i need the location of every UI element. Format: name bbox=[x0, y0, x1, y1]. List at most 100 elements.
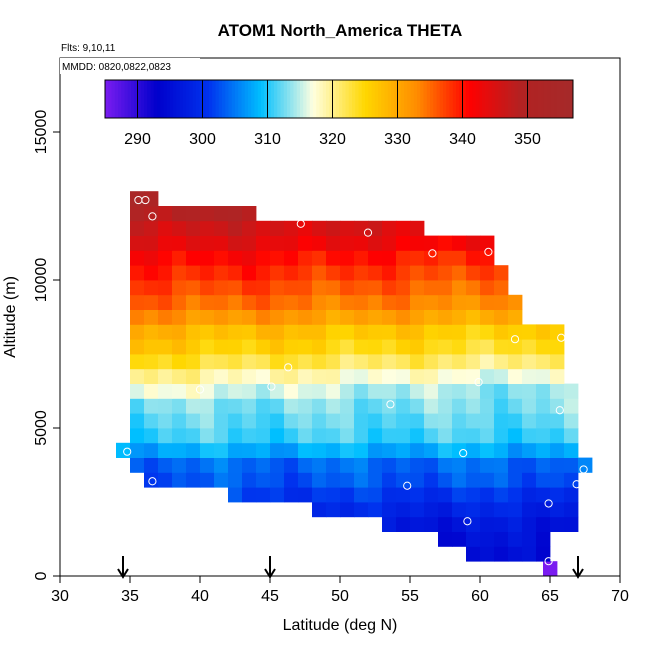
heatmap-cell bbox=[172, 368, 187, 384]
colorbar-segment bbox=[179, 80, 184, 118]
heatmap-cell bbox=[158, 309, 173, 325]
heatmap-cell bbox=[382, 398, 397, 414]
heatmap-cell bbox=[172, 324, 187, 340]
colorbar-segment bbox=[355, 80, 359, 118]
heatmap-cell bbox=[270, 383, 285, 399]
heatmap-cell bbox=[340, 220, 355, 236]
heatmap-cell bbox=[354, 280, 369, 296]
heatmap-cell bbox=[228, 398, 243, 414]
heatmap-cell bbox=[522, 442, 537, 458]
colorbar-segment bbox=[215, 80, 220, 118]
heatmap-cell bbox=[340, 235, 355, 251]
sample-point bbox=[267, 382, 276, 391]
heatmap-cell bbox=[494, 324, 509, 340]
heatmap-cell bbox=[354, 368, 369, 384]
heatmap-cell bbox=[480, 398, 495, 414]
colorbar-tick-label: 310 bbox=[254, 131, 281, 148]
heatmap-cell bbox=[480, 428, 495, 444]
x-tick-label: 35 bbox=[121, 588, 139, 605]
sample-point bbox=[544, 557, 553, 566]
heatmap-cell bbox=[172, 220, 187, 236]
heatmap-cell bbox=[480, 413, 495, 429]
heatmap-cell bbox=[340, 457, 355, 473]
heatmap-cell bbox=[284, 398, 299, 414]
colorbar-segment bbox=[196, 80, 200, 118]
heatmap-cell bbox=[214, 309, 229, 325]
heatmap-cell bbox=[438, 324, 453, 340]
heatmap-cell bbox=[508, 294, 523, 310]
sample-point bbox=[141, 195, 150, 205]
heatmap-cell bbox=[354, 442, 369, 458]
heatmap-cell bbox=[130, 383, 145, 399]
heatmap-cell bbox=[130, 250, 145, 266]
colorbar-segment bbox=[205, 80, 210, 118]
heatmap-cell bbox=[438, 235, 453, 251]
heatmap-cell bbox=[396, 220, 411, 236]
heatmap-cell bbox=[396, 413, 411, 429]
heatmap-cell bbox=[312, 250, 327, 266]
heatmap-cell bbox=[340, 280, 355, 296]
heatmap-cell bbox=[172, 235, 187, 251]
heatmap-cell bbox=[242, 442, 257, 458]
heatmap-cell bbox=[550, 487, 565, 503]
heatmap-cell bbox=[382, 324, 397, 340]
heatmap-cell bbox=[228, 235, 243, 251]
colorbar-segment bbox=[192, 80, 197, 118]
colorbar-segment bbox=[163, 80, 168, 118]
heatmap-cell bbox=[410, 324, 425, 340]
heatmap-cell bbox=[424, 516, 439, 532]
heatmap-cell bbox=[214, 220, 229, 236]
colorbar-segment bbox=[228, 80, 233, 118]
heatmap-cell bbox=[242, 383, 257, 399]
heatmap-cell bbox=[368, 472, 383, 488]
heatmap-cell bbox=[158, 235, 173, 251]
heatmap-cell bbox=[270, 324, 285, 340]
heatmap-cell bbox=[186, 324, 201, 340]
heatmap-cell bbox=[382, 250, 397, 266]
heatmap-cell bbox=[256, 354, 271, 370]
x-tick-label: 50 bbox=[331, 588, 349, 605]
heatmap-cell bbox=[298, 487, 313, 503]
heatmap-cell bbox=[214, 206, 229, 222]
heatmap-cell bbox=[550, 428, 565, 444]
heatmap-cell bbox=[354, 309, 369, 325]
heatmap-cell bbox=[172, 265, 187, 281]
heatmap-cell bbox=[438, 472, 453, 488]
heatmap-cell bbox=[144, 324, 159, 340]
heatmap-cell bbox=[326, 265, 341, 281]
colorbar-segment bbox=[446, 80, 450, 118]
heatmap-cell bbox=[494, 294, 509, 310]
heatmap-cell bbox=[424, 383, 439, 399]
heatmap-cell bbox=[522, 472, 537, 488]
colorbar-segment bbox=[534, 80, 538, 118]
heatmap-cell bbox=[186, 428, 201, 444]
heatmap-cell bbox=[186, 250, 201, 266]
heatmap-cell bbox=[200, 413, 215, 429]
heatmap-cell bbox=[396, 428, 411, 444]
heatmap-cell bbox=[312, 413, 327, 429]
heatmap-cell bbox=[578, 457, 593, 473]
heatmap-cell bbox=[438, 457, 453, 473]
heatmap-cell bbox=[200, 368, 215, 384]
heatmap-cell bbox=[396, 324, 411, 340]
heatmap-cell bbox=[200, 250, 215, 266]
heatmap-cell bbox=[340, 265, 355, 281]
heatmap-cell bbox=[340, 354, 355, 370]
heatmap-cell bbox=[396, 516, 411, 532]
heatmap-cell bbox=[382, 339, 397, 355]
heatmap-cell bbox=[242, 457, 257, 473]
colorbar-segment bbox=[407, 80, 411, 118]
colorbar-segment bbox=[508, 80, 512, 118]
heatmap-cell bbox=[326, 294, 341, 310]
heatmap-cell bbox=[466, 516, 481, 532]
heatmap-cell bbox=[284, 309, 299, 325]
sample-point bbox=[148, 477, 157, 486]
heatmap-cell bbox=[452, 280, 467, 296]
heatmap-cell bbox=[214, 294, 229, 310]
heatmap-cell bbox=[298, 457, 313, 473]
heatmap-cell bbox=[550, 383, 565, 399]
colorbar: 290 300 310 320 330 340 350 bbox=[104, 79, 574, 148]
sample-point bbox=[572, 480, 581, 489]
heatmap-cell bbox=[298, 309, 313, 325]
sample-point bbox=[386, 400, 395, 409]
